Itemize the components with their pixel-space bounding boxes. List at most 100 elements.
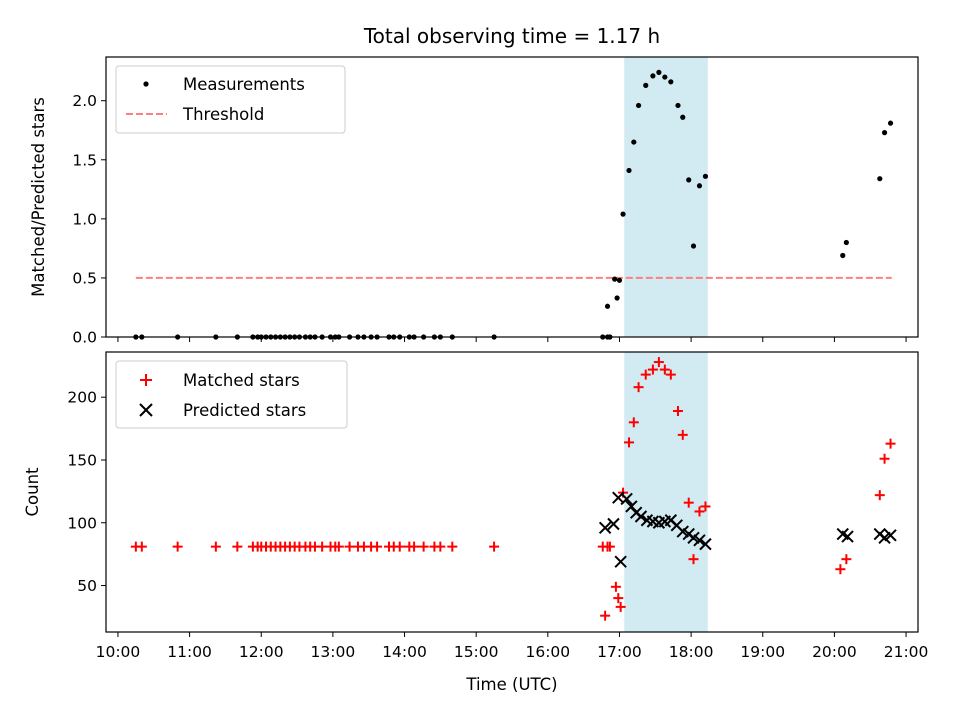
measurement-point — [650, 73, 656, 79]
x-tick-label: 14:00 — [382, 643, 427, 661]
measurement-point — [686, 177, 692, 183]
predicted-star-point — [607, 517, 620, 531]
matched-star-point — [489, 541, 500, 552]
top-y-tick-label: 1.5 — [72, 151, 97, 169]
predicted-star-point — [693, 534, 706, 547]
matched-star-point — [418, 541, 429, 552]
x-tick-label: 18:00 — [669, 643, 714, 661]
matched-star-point — [885, 438, 896, 449]
predicted-star-point — [634, 510, 648, 523]
matched-star-point — [136, 541, 147, 552]
matched-star-point — [344, 541, 355, 552]
predicted-star-point — [699, 537, 712, 551]
predicted-star-point — [884, 529, 897, 542]
legend-matched-marker — [140, 374, 152, 386]
matched-star-point — [624, 437, 635, 448]
top-y-axis: 0.0 0.5 1.0 1.5 2.0 — [72, 92, 106, 347]
matched-star-point — [874, 490, 885, 501]
measurement-point — [626, 167, 632, 174]
measurement-point — [635, 102, 642, 109]
legend-measurements-marker — [143, 81, 149, 87]
x-tick-label: 11:00 — [167, 643, 212, 661]
measurement-point — [656, 69, 662, 75]
matched-star-point — [317, 541, 328, 552]
measurement-point — [840, 252, 846, 259]
predicted-star-point — [625, 500, 638, 513]
legend-predicted-marker — [139, 403, 153, 417]
matched-star-point — [447, 541, 458, 552]
top-highlight-span — [624, 57, 708, 337]
bottom-legend-box — [115, 360, 348, 429]
matched-star-point — [628, 417, 639, 428]
bottom-legend: Matched stars Predicted stars — [115, 360, 348, 429]
bottom-y-axis-label: Count — [23, 467, 42, 517]
x-tick-label: 10:00 — [96, 643, 141, 661]
bottom-y-tick-label: 200 — [67, 389, 97, 407]
matched-star-point — [409, 541, 420, 552]
measurement-point — [877, 176, 883, 182]
measurement-point — [675, 102, 681, 109]
top-y-tick-label: 0.0 — [72, 329, 97, 347]
chart-title: Total observing time = 1.17 h — [363, 24, 660, 48]
matched-star-point — [647, 364, 658, 375]
matched-star-point — [672, 406, 683, 417]
measurement-point — [696, 183, 703, 189]
bottom-plot-marks — [130, 357, 897, 621]
matched-star-point — [232, 541, 243, 552]
matched-star-point — [835, 564, 846, 575]
matched-star-point — [659, 364, 670, 375]
bottom-y-tick-label: 50 — [77, 577, 97, 595]
measurement-point — [643, 82, 649, 88]
measurement-point — [662, 74, 668, 80]
bottom-y-axis: 50 100 150 200 — [67, 389, 106, 595]
matched-star-point — [613, 593, 624, 604]
matched-star-point — [210, 541, 221, 552]
matched-star-point — [688, 554, 699, 565]
bottom-panel: 50 100 150 200 10:00 11:00 12:00 13:00 14:00 15:… — [23, 351, 929, 694]
legend-measurements-label: Measurements — [183, 75, 305, 94]
bottom-x-axis: 10:00 11:00 12:00 13:00 14:00 15:00 16:00 17:00… — [96, 632, 929, 661]
matched-star-point — [372, 541, 383, 552]
x-tick-label: 16:00 — [525, 643, 570, 661]
x-tick-label: 17:00 — [597, 643, 642, 661]
measurement-point — [702, 173, 709, 179]
predicted-star-point — [614, 555, 627, 568]
measurement-point — [843, 239, 849, 246]
x-tick-label: 13:00 — [311, 643, 356, 661]
top-legend-box — [115, 65, 346, 134]
measurement-point — [887, 120, 894, 126]
matched-star-point — [677, 429, 688, 440]
top-y-tick-label: 0.5 — [72, 269, 97, 287]
x-tick-label: 20:00 — [812, 643, 857, 661]
matched-star-point — [435, 541, 446, 552]
matched-star-point — [841, 554, 852, 565]
matched-star-point — [610, 581, 621, 592]
measurement-point — [690, 243, 697, 249]
predicted-star-point — [598, 521, 612, 534]
matched-star-point — [683, 497, 694, 508]
top-axes-frame — [105, 56, 919, 338]
top-y-tick-label: 2.0 — [72, 92, 97, 110]
measurement-point — [604, 303, 611, 309]
predicted-star-point — [841, 530, 854, 543]
matched-star-point — [633, 382, 644, 393]
x-tick-label: 21:00 — [884, 643, 929, 661]
matched-star-point — [665, 369, 676, 380]
measurement-point — [680, 114, 686, 120]
top-panel: 0.00.51.01.52.0 Matched/Predicted stars … — [29, 56, 919, 347]
measurement-point — [614, 295, 620, 301]
matched-star-point — [694, 506, 705, 517]
x-tick-label: 12:00 — [239, 643, 284, 661]
x-tick-label: 15:00 — [454, 643, 499, 661]
legend-threshold-label: Threshold — [182, 105, 264, 124]
matched-star-point — [604, 541, 615, 552]
x-tick-label: 19:00 — [740, 643, 785, 661]
legend-matched-label: Matched stars — [183, 371, 300, 390]
matched-star-point — [640, 369, 651, 380]
measurement-point — [631, 139, 637, 145]
measurement-point — [881, 130, 888, 136]
bottom-highlight-span — [624, 352, 708, 632]
measurement-point — [668, 79, 674, 85]
legend-predicted-label: Predicted stars — [183, 401, 306, 420]
